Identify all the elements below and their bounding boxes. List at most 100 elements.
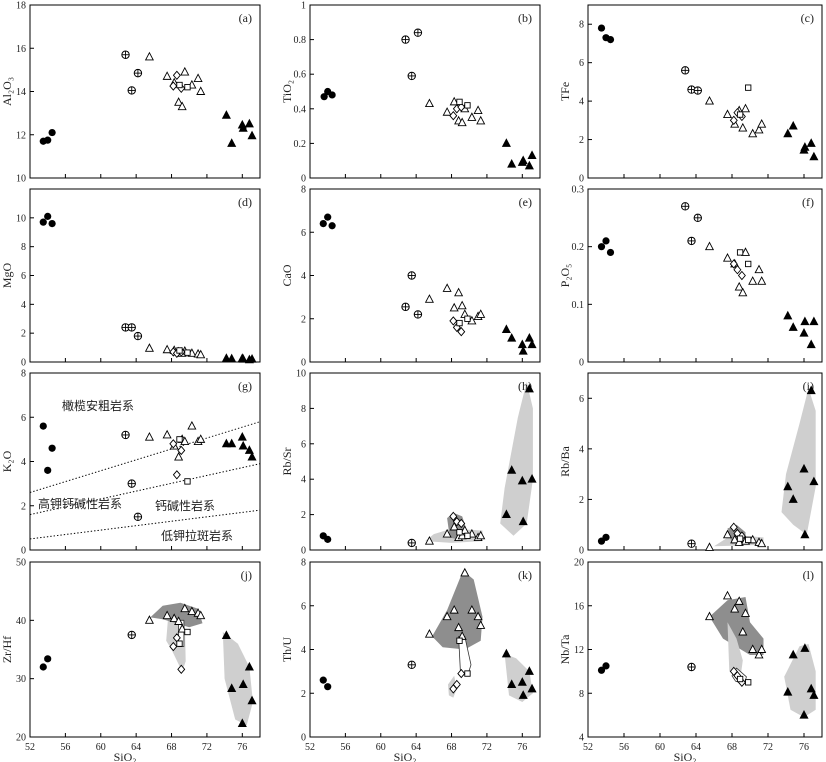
panel-i-ytick-label: 6 [579, 394, 584, 405]
panel-f-point-dot [606, 248, 615, 257]
panel-h-ytick-label: 10 [296, 369, 306, 380]
panel-l-xtick-label: 60 [655, 742, 665, 753]
panel-i-point-tri-solid [788, 494, 798, 503]
panel-f-point-square [736, 249, 744, 256]
panel-a-label: (a) [239, 11, 252, 25]
panel-g-ytick-label: 4 [21, 457, 26, 468]
panel-h-point-diamond [449, 511, 458, 522]
panel-e-point-tri-open [424, 294, 434, 303]
panel-k-ytick-label: 6 [301, 601, 306, 612]
panel-d-point-dot [39, 218, 47, 226]
panel-j-field-2 [150, 602, 203, 628]
panel-k-xtick-label: 52 [305, 742, 315, 753]
panel-g-point-tri-open [196, 434, 206, 443]
panel-j-point-dot [44, 655, 52, 663]
panel-l-point-tri-open [730, 603, 740, 613]
panel-d-frame [29, 188, 261, 363]
panel-f-point-tri-solid [809, 316, 819, 326]
panel-j-label: (j) [241, 568, 252, 582]
panel-d-point-tri-solid [227, 353, 237, 363]
panel-c-point-tri-open [754, 124, 764, 134]
panel-k-xtick-label: 72 [482, 742, 492, 753]
panel-c-point-square [736, 111, 744, 118]
panel-l-point-tri-open [740, 608, 751, 617]
panel-h-point-dot [324, 535, 332, 543]
panel-l-xlabel: SiO₂ [674, 750, 697, 762]
panel-a-ytick-label: 12 [16, 130, 26, 141]
panel-g-point-tri-solid [238, 440, 248, 450]
panel-k-point-tri-open [424, 629, 434, 638]
panel-f-point-circle-plus [693, 213, 702, 223]
panel-a-ytick-label: 10 [16, 174, 26, 185]
panel-l-xtick-label: 68 [727, 742, 737, 753]
panel-j-point-tri-open [169, 613, 179, 623]
panel-k-point-tri-open [460, 567, 470, 577]
panel-k-point-dot [324, 683, 332, 691]
panel-i-label: (i) [803, 379, 814, 393]
panel-a-point-tri-solid [221, 110, 231, 119]
panel-c-ytick-label: 6 [579, 58, 584, 69]
panel-f-point-diamond [729, 259, 738, 269]
panel-e-point-circle-plus [401, 302, 410, 312]
panel-c-point-tri-open [722, 109, 733, 119]
panel-i-point-tri-solid [800, 529, 810, 539]
panel-b-ytick-label: 0.8 [294, 35, 307, 46]
panel-e-point-tri-solid [524, 333, 534, 342]
panel-l-ytick-label: 12 [574, 645, 584, 656]
panel-i-point-dot [602, 533, 610, 541]
panel-j-point-dot [39, 663, 47, 671]
panel-j-point-circle-plus [127, 630, 136, 640]
panel-d-point-tri-solid [238, 353, 248, 363]
panel-c-point-dot [606, 36, 615, 44]
panel-l-point-square [736, 675, 744, 683]
panel-b-point-diamond [449, 111, 458, 121]
panel-k-point-diamond [457, 668, 466, 679]
panel-d-point-circle-plus [133, 331, 143, 341]
panel-e-point-diamond [449, 316, 458, 326]
panel-b-ylabel: TiO₂ [280, 80, 294, 103]
panel-k-point-tri-open [442, 611, 452, 621]
panel-i-point-tri-solid [806, 385, 816, 395]
panel-d-point-square [184, 349, 191, 356]
panel-j-point-tri-solid [227, 683, 237, 693]
panel-k-point-square [464, 670, 471, 677]
panel-d-point-tri-open [162, 344, 172, 354]
panel-f-point-tri-open [722, 253, 733, 262]
panel-c-ytick-label: 0 [579, 174, 584, 185]
panel-c-point-square [745, 84, 752, 91]
panel-g-boundary-2 [29, 509, 261, 540]
panel-b-point-square [456, 98, 463, 106]
panel-g-point-tri-solid [227, 438, 237, 448]
panel-c-point-tri-open [757, 119, 767, 128]
panel-i-ylabel: Rb/Ba [558, 445, 572, 476]
panel-e-point-diamond [457, 327, 466, 337]
panel-l-point-tri-open [734, 596, 744, 605]
panel-b-point-dot [320, 93, 328, 101]
panel-k-xtick-label: 64 [411, 742, 421, 753]
panel-k-point-dot [319, 676, 327, 684]
panel-a-point-diamond [172, 70, 181, 80]
panel-e-point-tri-open [457, 300, 467, 310]
panel-j-ytick-label: 40 [16, 616, 26, 627]
panel-l-xtick-label: 52 [583, 742, 593, 753]
panel-i-ytick-label: 4 [579, 444, 584, 455]
panel-j-xtick-label: 68 [167, 742, 177, 753]
panel-f-point-diamond [737, 270, 746, 281]
panel-f-point-tri-open [738, 287, 748, 297]
panel-e-point-dot [319, 220, 327, 228]
panel-g-point-square [184, 478, 191, 485]
panel-h-point-square [456, 529, 463, 536]
panel-d-ytick-label: 4 [21, 300, 26, 311]
panel-e-ytick-label: 6 [301, 228, 306, 239]
panel-i-field-0 [781, 388, 816, 535]
panel-j-xtick-label: 52 [25, 742, 35, 753]
panel-h-ytick-label: 0 [301, 546, 306, 557]
panel-j-point-tri-open [196, 610, 206, 620]
panel-f-frame [587, 188, 823, 363]
panel-f-point-tri-solid [800, 316, 810, 326]
panel-a-point-tri-solid [244, 118, 254, 128]
panel-b-ytick-label: 0.2 [294, 139, 307, 150]
panel-h-point-tri-solid [517, 475, 527, 485]
panel-l-point-square [745, 679, 752, 686]
panel-h-ytick-label: 6 [301, 439, 306, 450]
